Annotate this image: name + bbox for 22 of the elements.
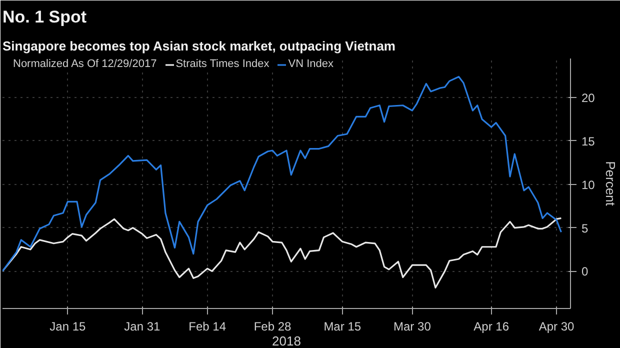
x-tick-label: Feb 14 [188,320,226,334]
y-tick-label: 20 [582,91,596,106]
x-tick-label: Jan 15 [50,320,86,334]
x-tick-label: Feb 28 [254,320,292,334]
legend-label: Straits Times Index [176,58,270,70]
line-series [2,217,562,288]
chart-title: No. 1 Spot [2,8,87,26]
y-tick-label: 10 [582,178,596,192]
x-tick-label: Mar 15 [324,320,362,334]
y-axis-title: Percent [602,161,618,206]
x-tick-label: Apr 16 [474,320,510,334]
line-series [2,76,562,272]
legend-title: Normalized As Of 12/29/2017 [13,58,157,70]
chart-subtitle: Singapore becomes top Asian stock market, outpacing Vietnam [2,38,396,54]
x-tick-label: Mar 30 [394,320,432,334]
y-tick-label: 5 [582,221,588,236]
x-tick-label: Jan 31 [124,320,161,334]
x-tick-label: Apr 30 [538,320,575,334]
y-tick-label: 15 [582,134,596,148]
legend-label: VN Index [288,58,334,70]
x-axis-title: 2018 [272,334,301,348]
y-tick-label: 0 [582,264,588,279]
